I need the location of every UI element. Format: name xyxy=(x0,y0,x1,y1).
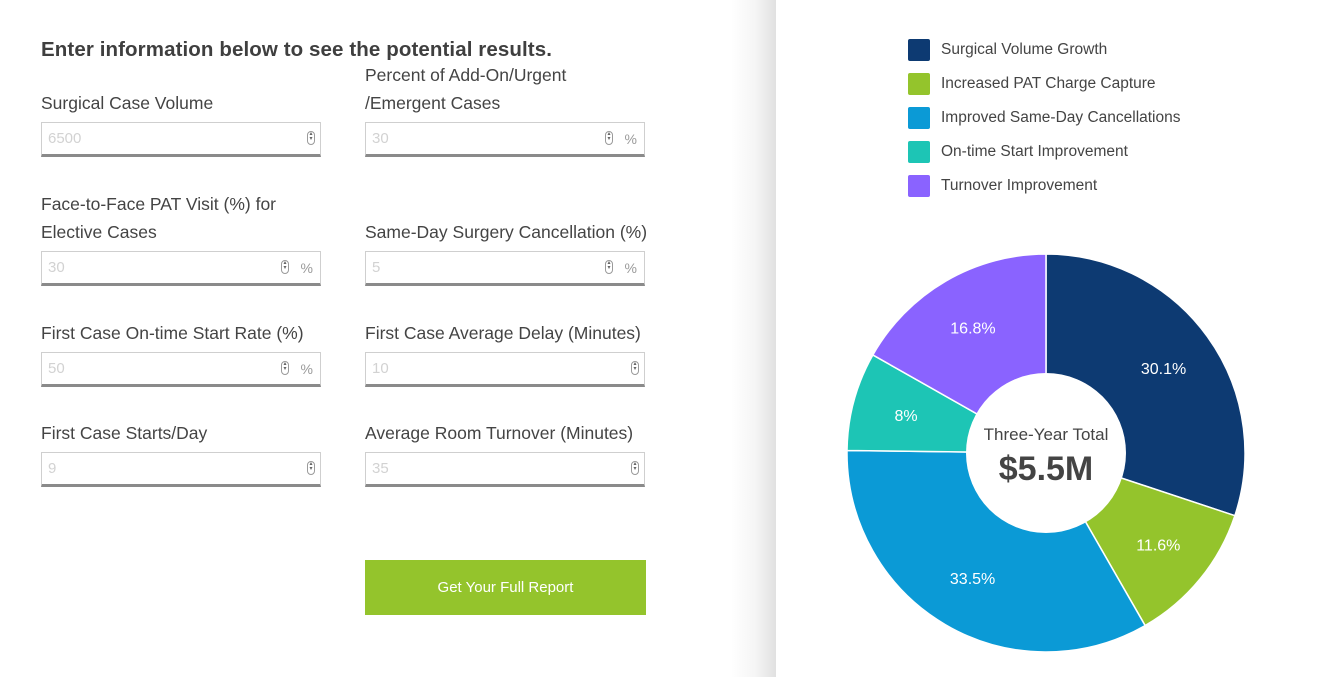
surgical-case-volume-input[interactable]: 6500 ▴ ▾ xyxy=(41,122,321,157)
legend-label: Turnover Improvement xyxy=(941,177,1098,194)
field-label: Same-Day Surgery Cancellation (%) xyxy=(365,222,648,242)
slice-data-label: 33.5% xyxy=(950,571,995,588)
legend-swatch xyxy=(908,73,930,95)
legend-label: On-time Start Improvement xyxy=(941,143,1128,160)
legend-swatch xyxy=(908,175,930,197)
chart-center-label: Three-Year Total xyxy=(984,425,1109,444)
calculator-form-panel: Enter information below to see the poten… xyxy=(41,38,648,615)
slice-data-label: 30.1% xyxy=(1141,361,1186,378)
same-day-cancellation-input[interactable]: 5 ▴ ▾ % xyxy=(365,251,645,286)
face-to-face-pat-input[interactable]: 30 ▴ ▾ % xyxy=(41,251,321,286)
first-case-average-delay-input[interactable]: 10 ▴ ▾ xyxy=(365,352,645,387)
legend-label: Increased PAT Charge Capture xyxy=(941,75,1156,92)
input-value: 6500 xyxy=(48,130,82,147)
field-label: First Case On-time Start Rate (%) xyxy=(41,323,304,343)
legend-swatch xyxy=(908,141,930,163)
on-time-start-rate-input[interactable]: 50 ▴ ▾ % xyxy=(41,352,321,387)
slice-data-label: 8% xyxy=(894,408,917,425)
input-value: 5 xyxy=(372,259,381,276)
input-value: 30 xyxy=(372,130,389,147)
stepper-icon[interactable]: ▴ ▾ xyxy=(631,361,639,375)
stepper-icon[interactable]: ▴ ▾ xyxy=(631,461,639,475)
unit-label: % xyxy=(624,260,637,276)
legend-label: Improved Same-Day Cancellations xyxy=(941,109,1181,126)
legend-swatch xyxy=(908,39,930,61)
slice-data-label: 11.6% xyxy=(1136,538,1180,555)
panel-divider-shadow xyxy=(730,0,776,677)
input-value: 50 xyxy=(48,360,65,377)
stepper-icon[interactable]: ▴ ▾ xyxy=(307,461,315,475)
legend-label: Surgical Volume Growth xyxy=(941,41,1108,58)
donut-chart-svg: Three-Year Total $5.5M 30.1% 11.6% 33.5% 8%… xyxy=(846,253,1246,653)
field-label: Surgical Case Volume xyxy=(41,93,214,113)
field-label: First Case Average Delay (Minutes) xyxy=(365,323,641,343)
first-case-starts-per-day-input[interactable]: 9 ▴ ▾ xyxy=(41,452,321,487)
stepper-icon[interactable]: ▴ ▾ xyxy=(281,361,289,375)
input-value: 30 xyxy=(48,259,65,276)
slice-data-label: 16.8% xyxy=(950,321,995,338)
unit-label: % xyxy=(300,361,313,377)
unit-label: % xyxy=(300,260,313,276)
field-label: Face-to-Face PAT Visit (%) for Elective … xyxy=(41,194,277,242)
input-value: 9 xyxy=(48,460,57,477)
stepper-icon[interactable]: ▴ ▾ xyxy=(307,131,315,145)
unit-label: % xyxy=(624,131,637,147)
chart-center-value: $5.5M xyxy=(999,450,1094,488)
form-heading: Enter information below to see the poten… xyxy=(41,38,553,61)
add-on-urgent-emergent-input[interactable]: 30 ▴ ▾ % xyxy=(365,122,645,157)
field-label: First Case Starts/Day xyxy=(41,423,208,443)
donut-chart: Three-Year Total $5.5M 30.1% 11.6% 33.5% 8%… xyxy=(846,252,1246,654)
stepper-icon[interactable]: ▴ ▾ xyxy=(605,260,613,274)
field-label: Percent of Add-On/Urgent /Emergent Cases xyxy=(365,65,567,113)
input-value: 10 xyxy=(372,360,389,377)
get-full-report-button[interactable]: Get Your Full Report xyxy=(365,560,646,615)
stepper-icon[interactable]: ▴ ▾ xyxy=(281,260,289,274)
legend-swatch xyxy=(908,107,930,129)
donut-hole xyxy=(966,373,1126,533)
input-value: 35 xyxy=(372,460,389,477)
average-room-turnover-input[interactable]: 35 ▴ ▾ xyxy=(365,452,645,487)
results-panel: Surgical Volume Growth Increased PAT Cha… xyxy=(776,0,1321,677)
field-label: Average Room Turnover (Minutes) xyxy=(365,423,634,443)
stepper-icon[interactable]: ▴ ▾ xyxy=(605,131,613,145)
